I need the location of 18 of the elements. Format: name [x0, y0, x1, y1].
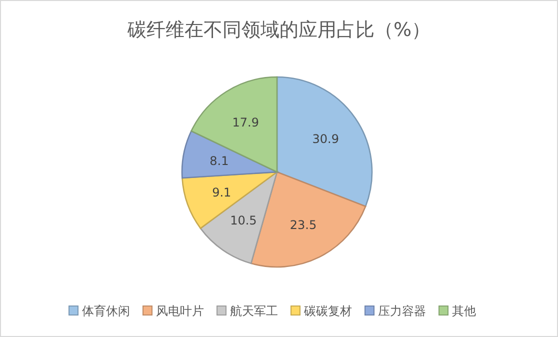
pie-slice: [190, 76, 278, 173]
pie-slice: [200, 171, 278, 264]
legend-label: 其他: [452, 304, 476, 318]
data-label: 8.1: [210, 154, 229, 168]
data-label: 30.9: [312, 132, 339, 146]
pie-slice: [182, 171, 278, 229]
legend-label: 压力容器: [378, 304, 426, 318]
data-label: 10.5: [230, 214, 257, 228]
legend-label: 碳碳复材: [303, 304, 352, 318]
pie-slice: [276, 76, 373, 208]
data-label: 23.5: [290, 218, 317, 232]
data-label: 17.9: [232, 115, 259, 130]
legend-label: 体育休闲: [82, 304, 130, 318]
legend-label: 风电叶片: [156, 304, 204, 318]
pie-slice: [182, 130, 278, 179]
chart-title: 碳纤维在不同领域的应用占比（%）: [126, 19, 431, 41]
legend-label: 航天军工: [230, 304, 278, 318]
data-label: 9.1: [212, 185, 232, 200]
